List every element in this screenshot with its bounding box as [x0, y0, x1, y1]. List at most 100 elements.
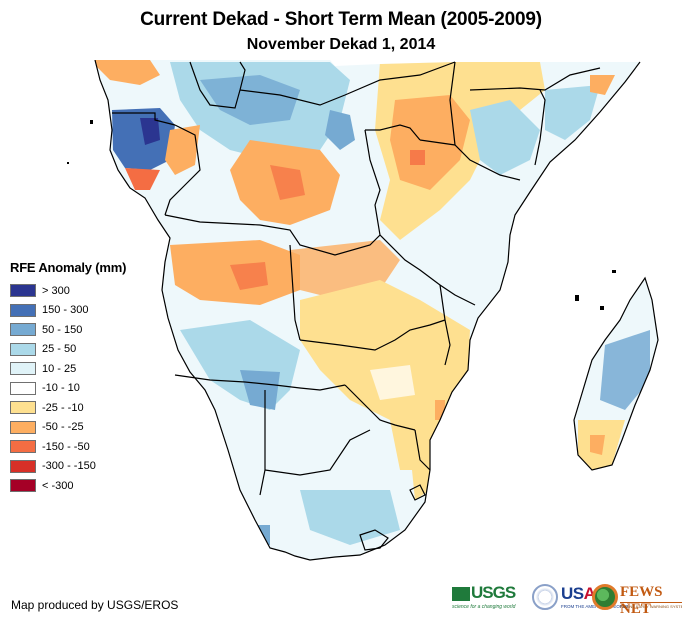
- legend-label: -150 - -50: [42, 440, 90, 453]
- usgs-wave-icon: [452, 587, 470, 601]
- legend-swatch: [10, 381, 36, 395]
- legend-label: 10 - 25: [42, 362, 77, 375]
- border-angola-namibia: [174, 374, 346, 391]
- legend-label: -300 - -150: [42, 460, 96, 473]
- border-zimbabwe-south: [344, 384, 416, 431]
- field-blue-car-core: [200, 75, 300, 125]
- islands: [67, 120, 616, 310]
- border-kenya-tanzania: [419, 139, 521, 181]
- field-yellow-kzn: [410, 445, 430, 500]
- border-drc-south: [164, 129, 381, 256]
- legend-label: 150 - 300: [42, 304, 89, 317]
- field-orange-uganda-kenya: [390, 95, 470, 190]
- field-blue-kenya-east: [470, 100, 540, 175]
- border-malawi: [439, 284, 451, 366]
- legend-item: -150 - -50: [10, 437, 126, 457]
- legend-item: -50 - -25: [10, 418, 126, 438]
- field-blue-gabon: [112, 108, 175, 170]
- border-kenya-somalia: [534, 89, 546, 166]
- field-blue-south-africa: [300, 490, 400, 545]
- legend-items: > 300 150 - 300 50 - 150 25 - 50 10 - 25 -10 …: [10, 281, 126, 496]
- map-subtitle: November Dekad 1, 2014: [246, 36, 436, 53]
- legend-swatch: [10, 479, 36, 493]
- field-blue-drc-north: [325, 110, 355, 150]
- legend-label: -10 - 10: [42, 382, 80, 395]
- fewsnet-logo: FEWS NET FAMINE EARLY WARNING SYSTEMS NE…: [592, 583, 682, 619]
- border-ethiopia: [469, 67, 601, 91]
- border-congo: [164, 124, 201, 216]
- legend-swatch: [10, 342, 36, 356]
- border-madagascar: [573, 276, 659, 471]
- country-borders: [94, 60, 659, 561]
- usaid-wordmark-us: US: [561, 584, 584, 603]
- legend-title: RFE Anomaly (mm): [10, 260, 127, 275]
- border-zambia-tanzania: [379, 234, 476, 306]
- legend-label: -25 - -10: [42, 401, 84, 414]
- border-zambia-zimbabwe: [299, 319, 446, 351]
- globe-icon: [592, 584, 618, 610]
- legend-swatch: [10, 362, 36, 376]
- legend-label: 50 - 150: [42, 323, 83, 336]
- map-credit: Map produced by USGS/EROS: [11, 598, 179, 612]
- island-comoros: [612, 270, 616, 273]
- legend-item: 150 - 300: [10, 301, 126, 321]
- field-red-drc: [270, 165, 305, 200]
- legend-label: 25 - 50: [42, 343, 77, 356]
- island-aldabra: [575, 295, 579, 301]
- border-drc-north: [239, 61, 456, 106]
- anomaly-map: [67, 60, 659, 561]
- legend-item: > 300: [10, 281, 126, 301]
- border-moz-sa: [414, 429, 431, 471]
- legend-label: > 300: [42, 284, 70, 297]
- legend: RFE Anomaly (mm) > 300 150 - 300 50 - 150 2…: [10, 260, 126, 496]
- legend-item: -25 - -10: [10, 398, 126, 418]
- field-red-tanzania: [410, 150, 425, 165]
- border-uganda: [365, 124, 421, 141]
- anomaly-fields: [95, 60, 658, 560]
- map-title: Current Dekad - Short Term Mean (2005-20…: [140, 9, 542, 30]
- field-orange-somalia-north: [590, 75, 615, 95]
- border-car: [189, 61, 246, 109]
- field-blue-somalia: [545, 85, 600, 140]
- island-sao-tome: [90, 120, 93, 124]
- legend-item: -300 - -150: [10, 457, 126, 477]
- usaid-logo: USAID FROM THE AMERICAN PEOPLE: [532, 583, 628, 619]
- legend-swatch: [10, 440, 36, 454]
- field-orange-madagascar: [590, 435, 605, 455]
- field-blue-madagascar: [600, 330, 650, 410]
- field-white-zimbabwe: [370, 365, 415, 400]
- legend-item: < -300: [10, 476, 126, 496]
- field-blue-caprivi: [240, 370, 280, 410]
- legend-item: 25 - 50: [10, 340, 126, 360]
- border-cameroon-gabon: [112, 112, 176, 126]
- field-darkblue-gabon: [140, 118, 160, 145]
- usaid-tagline: FROM THE AMERICAN PEOPLE: [561, 604, 629, 609]
- legend-item: 10 - 25: [10, 359, 126, 379]
- field-red-congo-coast: [125, 168, 160, 190]
- coastline: [94, 60, 641, 561]
- field-orange-congo: [165, 125, 200, 175]
- usgs-tagline: science for a changing world: [452, 604, 516, 610]
- legend-swatch: [10, 323, 36, 337]
- field-red-angola: [230, 262, 268, 290]
- fewsnet-wordmark: FEWS NET: [620, 584, 663, 617]
- legend-swatch: [10, 303, 36, 317]
- legend-swatch: [10, 459, 36, 473]
- fewsnet-tagline: FAMINE EARLY WARNING SYSTEMS NETWORK: [620, 602, 682, 609]
- logos: USGS science for a changing world USAID …: [452, 583, 682, 619]
- border-angola-zambia: [289, 244, 301, 341]
- legend-swatch: [10, 284, 36, 298]
- border-lesotho: [359, 529, 389, 551]
- border-botswana-sa: [264, 429, 371, 476]
- legend-label: -50 - -25: [42, 421, 84, 434]
- legend-swatch: [10, 420, 36, 434]
- island-annobon: [67, 162, 69, 164]
- usaid-seal-icon: [532, 584, 558, 610]
- usgs-wordmark: USGS: [471, 583, 516, 602]
- field-orange-nigeria: [95, 60, 160, 85]
- field-orange-moz: [435, 400, 445, 420]
- legend-label: < -300: [42, 479, 74, 492]
- border-swaziland: [409, 484, 426, 501]
- island-mayotte: [600, 306, 604, 310]
- border-uganda-kenya: [449, 61, 456, 146]
